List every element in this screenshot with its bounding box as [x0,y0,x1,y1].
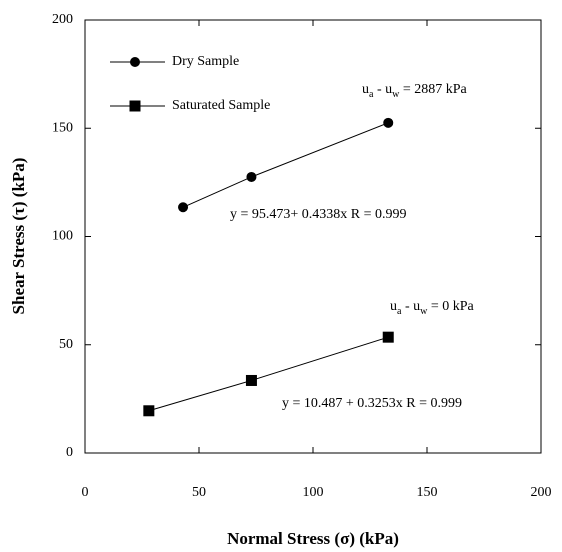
data-point [246,171,257,182]
annotation-text: = 2887 kPa [399,82,467,97]
legend-label: Saturated Sample [172,98,270,113]
fit-line [182,122,389,208]
y-tick-label: 100 [52,229,73,244]
annotation-text: u [362,82,369,97]
annotation-subscript: a [397,306,402,317]
data-point [143,405,155,417]
equation: y = 10.487 + 0.3253x R = 0.999 [282,396,462,411]
x-tick-label: 200 [531,485,552,500]
legend-marker [130,57,140,67]
y-tick-label: 0 [66,445,73,460]
annotation: ua - uw = 2887 kPa [362,82,468,100]
x-tick-label: 150 [417,485,438,500]
data-point [383,117,394,128]
x-tick-label: 0 [82,485,89,500]
annotation-subscript: w [392,89,400,100]
y-tick-label: 150 [52,120,73,135]
data-point [382,331,394,343]
data-point [178,202,189,213]
legend-label: Dry Sample [172,54,239,69]
legend-marker [129,100,141,112]
y-tick-label: 200 [52,12,73,27]
x-tick-label: 100 [303,485,324,500]
y-axis-title: Shear Stress (τ) (kPa) [9,158,28,315]
annotation-subscript: a [369,89,374,100]
data-point [245,374,257,386]
y-tick-label: 50 [59,337,73,352]
annotation-text: = 0 kPa [427,299,474,314]
plot-frame [84,19,542,454]
annotation-text: - u [401,299,420,314]
x-axis-title: Normal Stress (σ) (kPa) [227,529,399,548]
annotation-text: u [390,299,397,314]
annotation-subscript: w [420,306,428,317]
x-tick-label: 50 [192,485,206,500]
equation: y = 95.473+ 0.4338x R = 0.999 [230,207,407,222]
annotation-text: - u [373,82,392,97]
annotation: ua - uw = 0 kPa [390,299,475,317]
